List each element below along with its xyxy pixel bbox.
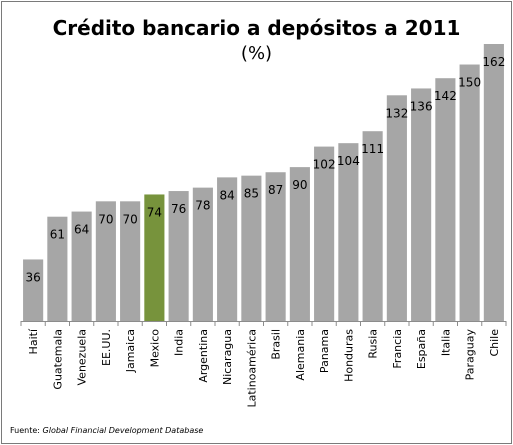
data-label: 74 xyxy=(147,205,162,219)
bar-paraguay xyxy=(459,64,480,321)
data-label: 84 xyxy=(219,188,234,202)
category-labels-group: Haití Guatemala Venezuela EE.UU. Jamaica Mexi… xyxy=(27,328,501,407)
category-label: Brasil xyxy=(270,329,283,360)
bar-francia xyxy=(386,95,407,321)
data-label: 87 xyxy=(268,183,283,197)
data-label: 90 xyxy=(292,178,307,192)
category-label: Paraguay xyxy=(464,329,477,381)
data-label: 85 xyxy=(244,187,259,201)
data-label: 102 xyxy=(313,158,336,172)
bars-group xyxy=(23,44,504,321)
category-label: India xyxy=(173,329,186,356)
category-label: Rusia xyxy=(367,329,380,359)
bar-honduras xyxy=(338,143,359,321)
data-label: 70 xyxy=(98,212,113,226)
data-label: 111 xyxy=(361,142,384,156)
bar-nicaragua xyxy=(217,177,238,321)
bar-latinoam-rica xyxy=(241,175,262,321)
category-label: Haití xyxy=(27,328,40,354)
category-label: Guatemala xyxy=(51,329,64,390)
category-label: Honduras xyxy=(342,329,355,382)
bar-rusia xyxy=(362,131,383,321)
bar-venezuela xyxy=(71,211,92,321)
category-label: España xyxy=(415,329,428,369)
category-label: Alemania xyxy=(294,329,307,381)
data-label: 36 xyxy=(25,270,40,284)
data-label: 64 xyxy=(74,223,89,237)
category-label: Venezuela xyxy=(76,329,89,386)
data-label: 104 xyxy=(337,154,360,168)
chart-subtitle: (%) xyxy=(240,43,273,64)
category-label: Nicaragua xyxy=(221,329,234,385)
category-label: Argentina xyxy=(197,329,210,383)
bar-chile xyxy=(483,44,504,321)
bar-jamaica xyxy=(120,201,141,321)
data-label: 162 xyxy=(482,55,505,69)
data-label: 150 xyxy=(458,76,481,90)
bar-panama xyxy=(314,146,335,321)
chart-title: Crédito bancario a depósitos a 2011 xyxy=(52,16,461,40)
category-label: EE.UU. xyxy=(100,329,113,366)
category-label: Latinoamérica xyxy=(245,329,258,408)
source-name: Global Financial Development Database xyxy=(42,426,204,435)
data-label: 132 xyxy=(385,106,408,120)
category-label: Chile xyxy=(488,329,501,357)
bar-mexico xyxy=(144,194,165,321)
source-prefix: Fuente: xyxy=(10,426,43,435)
category-label: Francia xyxy=(391,329,404,369)
bar-argentina xyxy=(192,187,213,321)
data-label: 61 xyxy=(50,228,65,242)
bar-hait- xyxy=(23,259,44,321)
category-label: Mexico xyxy=(148,329,161,368)
bar-india xyxy=(168,191,189,321)
data-label: 142 xyxy=(434,89,457,103)
category-label: Jamaica xyxy=(124,329,137,373)
x-ticks-group xyxy=(20,321,507,326)
bar-alemania xyxy=(289,167,310,321)
bar-guatemala xyxy=(47,216,68,321)
data-label: 70 xyxy=(122,212,137,226)
category-label: Panama xyxy=(318,329,331,373)
data-label: 76 xyxy=(171,202,186,216)
category-label: Italia xyxy=(439,329,452,356)
data-label: 78 xyxy=(195,199,210,213)
bar-ee-uu- xyxy=(95,201,116,321)
bar-espa-a xyxy=(411,88,432,321)
source-note: Fuente: Global Financial Development Dat… xyxy=(10,426,203,435)
bar-brasil xyxy=(265,172,286,321)
bar-italia xyxy=(435,78,456,321)
data-label: 136 xyxy=(410,99,433,113)
